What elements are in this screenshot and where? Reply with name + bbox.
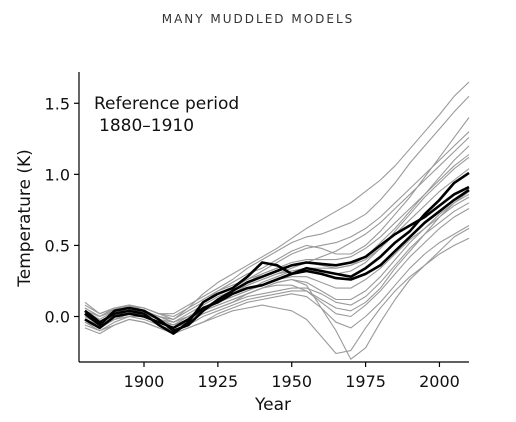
page-title: MANY MUDDLED MODELS [161,12,355,26]
plot-series [84,81,470,360]
model-series-line-15 [84,131,470,320]
y-tick-label: 1.5 [45,94,70,113]
x-tick-label: 2000 [419,372,460,391]
annotation-line-1: Reference period [94,94,239,114]
x-tick-label: 1900 [124,372,165,391]
annotation-line-2: 1880–1910 [99,116,194,136]
model-series-line-10 [84,225,470,335]
y-tick-label: 0.0 [45,308,70,327]
y-axis: 0.0 0.5 1.0 1.5 [45,72,80,362]
y-tick-label: 1.0 [45,165,70,184]
y-axis-label: Temperature (K) [15,149,35,288]
x-axis-label: Year [254,395,291,415]
x-tick-label: 1975 [345,372,386,391]
x-tick-label: 1925 [198,372,239,391]
model-series-line-6 [84,190,470,332]
highlight-series-line-2 [84,185,470,332]
y-tick-label: 0.5 [45,236,70,255]
x-axis: 1900 1925 1950 1975 2000 [79,361,469,391]
x-tick-label: 1950 [271,372,312,391]
highlight-series-line-3 [84,188,470,330]
model-series-line-17 [84,168,470,326]
